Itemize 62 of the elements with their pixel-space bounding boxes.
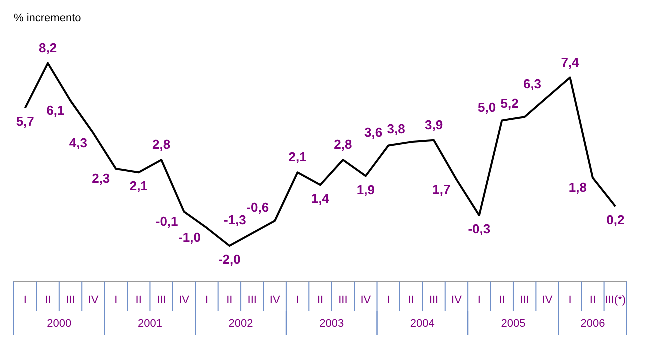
data-label: -0,1 — [156, 214, 178, 230]
data-label: -2,0 — [218, 252, 241, 268]
x-tick-label: IV — [542, 294, 554, 306]
data-label: 1,8 — [568, 180, 587, 196]
x-tick-label: III — [338, 294, 348, 306]
data-label: 4,3 — [69, 135, 88, 150]
x-tick-label: II — [590, 294, 596, 306]
text: 2002 — [228, 318, 254, 330]
data-label: -0,3 — [468, 222, 491, 237]
x-tick-label: I — [114, 294, 118, 306]
data-label: 3,6 — [364, 124, 383, 140]
x-tick-label: III — [520, 294, 530, 306]
data-label: -0,6 — [246, 200, 270, 216]
text: 2005 — [501, 318, 526, 330]
data-label: 2,1 — [130, 178, 148, 194]
x-tick-label: I — [205, 294, 209, 306]
x-tick-label: II — [44, 294, 52, 306]
data-label: 6,3 — [523, 76, 542, 92]
data-label: 5,2 — [500, 96, 519, 112]
x-tick-label: III — [66, 294, 76, 306]
x-tick-label: II — [226, 294, 233, 306]
data-label: 1,4 — [311, 191, 330, 206]
data-label: 1,7 — [432, 182, 451, 197]
x-tick-label: I — [387, 294, 390, 306]
data-label: 6,1 — [46, 103, 65, 118]
text: 2003 — [320, 318, 344, 330]
data-label: 3,8 — [387, 121, 406, 136]
x-tick-label: I — [478, 294, 481, 306]
x-tick-label: IV — [88, 294, 100, 306]
data-label: 1,9 — [356, 182, 375, 198]
text: 2001 — [138, 318, 162, 330]
data-label: 2,3 — [92, 171, 110, 186]
data-label: -1,3 — [224, 212, 246, 228]
data-label: 2,1 — [288, 150, 307, 165]
x-tick-label: IV — [270, 294, 281, 306]
x-tick-label: II — [499, 294, 506, 306]
x-tick-label: IV — [452, 294, 463, 306]
data-label: 0,2 — [606, 212, 625, 228]
x-tick-label: I — [568, 294, 572, 306]
x-tick-label: III — [248, 294, 257, 306]
x-tick-label: IV — [179, 294, 190, 306]
x-tick-label: III(*) — [605, 294, 626, 306]
x-tick-label: I — [24, 294, 27, 306]
x-tick-label: II — [317, 294, 324, 306]
data-label: 5,7 — [16, 114, 34, 130]
y-axis-title: % incremento — [14, 12, 82, 25]
text: 2000 — [47, 318, 72, 330]
data-label: 3,9 — [424, 117, 444, 132]
x-tick-label: III — [429, 294, 439, 306]
x-tick-label: IV — [360, 294, 372, 306]
data-label: -1,0 — [178, 230, 201, 246]
data-label: 8,2 — [39, 40, 58, 56]
text: 2006 — [580, 318, 606, 330]
text: 2004 — [410, 318, 435, 330]
x-tick-label: II — [408, 294, 414, 306]
x-tick-label: III — [156, 294, 166, 306]
data-label: 2,8 — [334, 137, 352, 152]
data-label: 7,4 — [561, 54, 580, 70]
x-tick-label: I — [296, 294, 300, 306]
x-tick-label: II — [136, 294, 142, 306]
data-label: 5,0 — [478, 100, 496, 115]
data-label: 2,8 — [152, 137, 171, 152]
